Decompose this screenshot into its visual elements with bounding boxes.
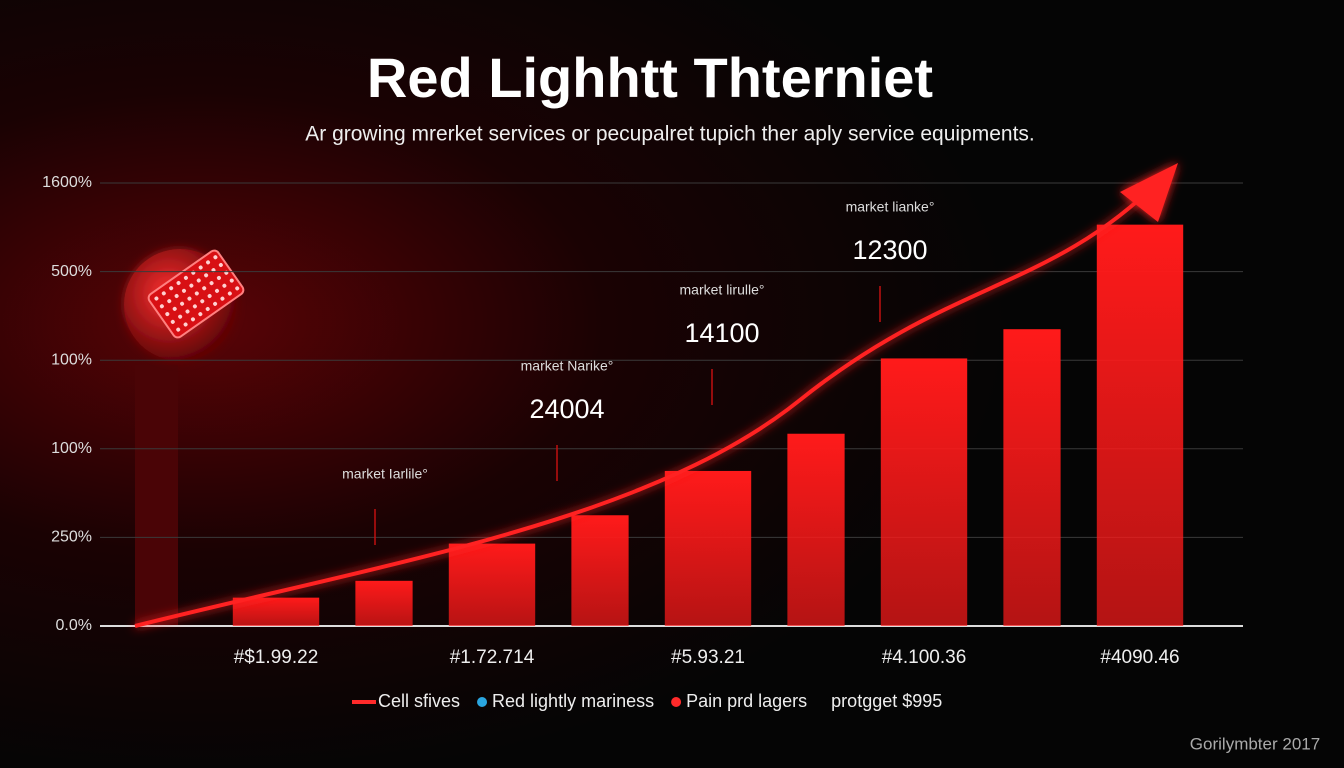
lamp-dot	[154, 296, 159, 301]
lamp-dot	[172, 306, 177, 311]
lamp-dot	[187, 296, 192, 301]
x-tick-label: #4090.46	[1100, 647, 1179, 668]
bar	[1096, 224, 1184, 626]
chart-title: Red Lighhtt Thterniet	[367, 46, 933, 109]
annotation-label: market lirulle°	[680, 282, 765, 298]
lamp-dot	[161, 291, 166, 296]
lamp-post	[135, 365, 178, 626]
bar	[787, 433, 845, 626]
lamp-illustration	[124, 249, 245, 626]
bar	[664, 470, 752, 626]
x-tick-label: #4.100.36	[882, 647, 967, 668]
annotation-label: market Iarlile°	[342, 466, 428, 482]
lamp-dot	[189, 283, 194, 288]
lamp-dot	[207, 294, 212, 299]
lamp-dot	[220, 296, 225, 301]
lamp-dot	[205, 306, 210, 311]
annotation-value: 14100	[684, 318, 759, 348]
y-tick-label: 100%	[51, 440, 92, 457]
lamp-dot	[206, 260, 211, 265]
lamp-dot	[209, 281, 214, 286]
annotation-label: market lianke°	[846, 199, 935, 215]
lamp-dot	[167, 299, 172, 304]
x-tick-label: #$1.99.22	[234, 647, 319, 668]
legend-label: protgget $995	[831, 691, 942, 711]
lamp-panel	[147, 249, 245, 339]
chart-subtitle: Ar growing mrerket services or pecupalre…	[305, 123, 1034, 146]
legend-label: Red lightly mariness	[492, 691, 654, 711]
lamp-dot	[196, 278, 201, 283]
legend-marker	[477, 697, 488, 707]
bar	[355, 580, 413, 626]
y-tick-label: 250%	[51, 529, 92, 546]
lamp-dot	[165, 312, 170, 317]
lamp-dot	[185, 309, 190, 314]
legend-label: Cell sfives	[378, 691, 460, 711]
lamp-dot	[198, 265, 203, 270]
lamp-dot	[192, 304, 197, 309]
legend-label: Pain prd lagers	[686, 691, 807, 711]
lamp-dot	[174, 293, 179, 298]
bar	[571, 515, 629, 626]
lamp-dot	[200, 299, 205, 304]
lamp-dot	[229, 278, 234, 283]
lamp-dot	[213, 255, 218, 260]
lamp-dot	[213, 301, 218, 306]
lamp-dot	[176, 327, 181, 332]
lamp-dot	[204, 273, 209, 278]
legend-marker	[671, 697, 682, 707]
lamp-dot	[170, 319, 175, 324]
annotation-label: market Narike°	[521, 358, 614, 374]
annotation-value: 24004	[529, 394, 604, 424]
y-tick-label: 100%	[51, 351, 92, 368]
trend-line	[134, 178, 1162, 628]
y-tick-label: 500%	[51, 263, 92, 280]
lamp-dot	[216, 275, 221, 280]
lamp-dot	[159, 304, 164, 309]
lamp-dot	[218, 262, 223, 267]
footer: Gorilymbter 2017	[1190, 734, 1320, 753]
lamp-dot	[178, 314, 183, 319]
lamp-dot	[215, 288, 220, 293]
lamp-dot	[194, 291, 199, 296]
lamp-dot	[169, 286, 174, 291]
lamp-dot	[181, 288, 186, 293]
annotation-value: 12300	[852, 235, 927, 265]
x-tick-label: #1.72.714	[450, 647, 535, 668]
lamp-dot	[227, 291, 232, 296]
lamp-dot	[183, 322, 188, 327]
y-tick-label: 0.0%	[56, 617, 92, 634]
lamp-dot	[183, 275, 188, 280]
x-tick-label: #5.93.21	[671, 647, 745, 668]
bar	[880, 358, 968, 626]
bar	[448, 543, 536, 626]
lamp-dot	[222, 283, 227, 288]
lamp-dot	[235, 286, 240, 291]
bar	[232, 597, 320, 626]
lamp-dot	[190, 317, 195, 322]
lamp-dot	[180, 301, 185, 306]
trend-arrow	[1120, 163, 1178, 222]
lamp-dot	[176, 281, 181, 286]
bar	[1003, 329, 1061, 626]
y-tick-label: 1600%	[42, 174, 92, 191]
lamp-dot	[198, 312, 203, 317]
lamp-dot	[202, 286, 207, 291]
